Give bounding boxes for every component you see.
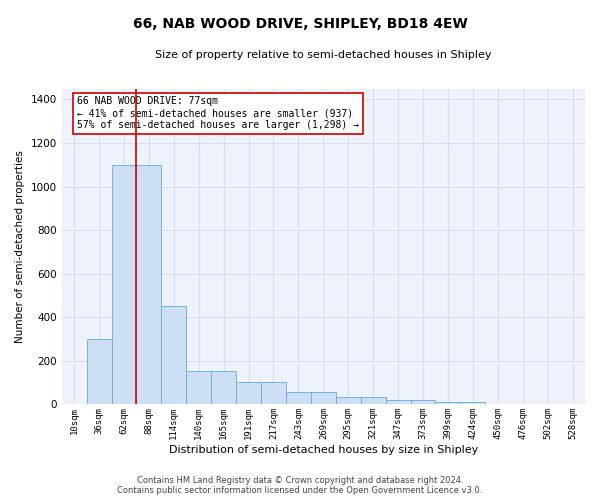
Bar — [86, 339, 112, 404]
Text: Contains HM Land Registry data © Crown copyright and database right 2024.
Contai: Contains HM Land Registry data © Crown c… — [118, 476, 482, 495]
Bar — [211, 370, 236, 404]
X-axis label: Distribution of semi-detached houses by size in Shipley: Distribution of semi-detached houses by … — [169, 445, 478, 455]
Bar — [361, 397, 386, 404]
Bar — [261, 382, 286, 404]
Text: 66 NAB WOOD DRIVE: 77sqm
← 41% of semi-detached houses are smaller (937)
57% of : 66 NAB WOOD DRIVE: 77sqm ← 41% of semi-d… — [77, 96, 359, 130]
Bar — [112, 165, 136, 404]
Bar — [336, 397, 361, 404]
Bar — [136, 165, 161, 404]
Text: 66, NAB WOOD DRIVE, SHIPLEY, BD18 4EW: 66, NAB WOOD DRIVE, SHIPLEY, BD18 4EW — [133, 18, 467, 32]
Bar — [460, 402, 485, 404]
Bar — [286, 392, 311, 404]
Bar — [436, 402, 460, 404]
Bar — [236, 382, 261, 404]
Bar — [410, 400, 436, 404]
Title: Size of property relative to semi-detached houses in Shipley: Size of property relative to semi-detach… — [155, 50, 491, 60]
Bar — [161, 306, 186, 404]
Bar — [386, 400, 410, 404]
Y-axis label: Number of semi-detached properties: Number of semi-detached properties — [15, 150, 25, 343]
Bar — [186, 370, 211, 404]
Bar — [311, 392, 336, 404]
